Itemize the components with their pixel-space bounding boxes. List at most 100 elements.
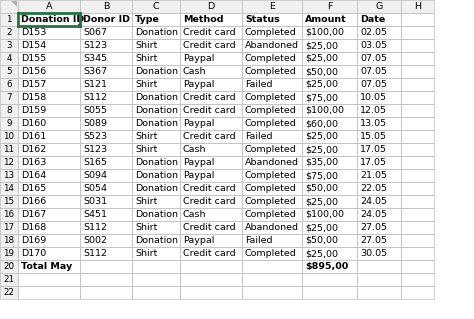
Bar	[18, 156, 80, 169]
Text: $50,00: $50,00	[305, 236, 338, 245]
Text: Donation: Donation	[135, 28, 178, 37]
Bar	[18, 221, 80, 234]
Text: Failed: Failed	[245, 236, 273, 245]
Bar	[132, 169, 180, 182]
Text: Donation: Donation	[135, 67, 178, 76]
Bar	[357, 156, 401, 169]
Bar	[80, 286, 132, 299]
Bar	[180, 156, 242, 169]
Text: 14: 14	[3, 184, 15, 193]
Bar	[18, 39, 80, 52]
Bar	[302, 39, 357, 52]
Bar	[18, 65, 80, 78]
Bar	[401, 260, 434, 273]
Bar	[357, 52, 401, 65]
Text: Cash: Cash	[183, 210, 207, 219]
Text: 4: 4	[6, 54, 12, 63]
Bar	[18, 13, 80, 26]
Bar	[357, 260, 401, 273]
Bar	[242, 273, 302, 286]
Bar	[401, 169, 434, 182]
Text: S094: S094	[83, 171, 107, 180]
Bar	[242, 39, 302, 52]
Text: Status: Status	[245, 15, 280, 24]
Bar	[132, 104, 180, 117]
Text: Paypal: Paypal	[183, 158, 214, 167]
Bar	[132, 286, 180, 299]
Text: E: E	[269, 2, 275, 11]
Bar	[0, 234, 18, 247]
Text: $25,00: $25,00	[305, 132, 338, 141]
Bar	[0, 65, 18, 78]
Text: S089: S089	[83, 119, 107, 128]
Bar	[80, 195, 132, 208]
Bar	[0, 0, 18, 13]
Text: S523: S523	[83, 132, 107, 141]
Bar	[180, 221, 242, 234]
Text: Credit card: Credit card	[183, 249, 236, 258]
Bar	[80, 221, 132, 234]
Text: $75,00: $75,00	[305, 171, 338, 180]
Text: Completed: Completed	[245, 54, 297, 63]
Bar	[242, 65, 302, 78]
Text: S123: S123	[83, 145, 107, 154]
Text: $25,00: $25,00	[305, 54, 338, 63]
Text: G: G	[375, 2, 383, 11]
Text: S112: S112	[83, 93, 107, 102]
Text: $25,00: $25,00	[305, 249, 338, 258]
Text: 17.05: 17.05	[360, 158, 387, 167]
Bar	[357, 182, 401, 195]
Text: S123: S123	[83, 41, 107, 50]
Bar	[132, 65, 180, 78]
Text: 18: 18	[3, 236, 15, 245]
Text: Donation: Donation	[135, 93, 178, 102]
Text: 24.05: 24.05	[360, 197, 387, 206]
Text: S345: S345	[83, 54, 107, 63]
Text: Completed: Completed	[245, 106, 297, 115]
Text: Shirt: Shirt	[135, 54, 157, 63]
Bar	[180, 26, 242, 39]
Bar	[401, 117, 434, 130]
Bar	[302, 26, 357, 39]
Bar	[132, 143, 180, 156]
Bar	[242, 91, 302, 104]
Bar	[242, 13, 302, 26]
Bar	[302, 260, 357, 273]
Bar	[132, 52, 180, 65]
Bar	[242, 260, 302, 273]
Text: Credit card: Credit card	[183, 106, 236, 115]
Bar	[180, 104, 242, 117]
Bar	[242, 208, 302, 221]
Text: S367: S367	[83, 67, 107, 76]
Text: 15.05: 15.05	[360, 132, 387, 141]
Bar	[0, 208, 18, 221]
Bar	[180, 169, 242, 182]
Bar	[357, 247, 401, 260]
Bar	[401, 247, 434, 260]
Bar	[0, 195, 18, 208]
Text: 21: 21	[3, 275, 15, 284]
Bar	[18, 143, 80, 156]
Text: $100,00: $100,00	[305, 210, 344, 219]
Text: 03.05: 03.05	[360, 41, 387, 50]
Bar	[18, 260, 80, 273]
Bar	[401, 39, 434, 52]
Text: Total May: Total May	[21, 262, 72, 271]
Bar	[0, 182, 18, 195]
Text: 9: 9	[6, 119, 12, 128]
Text: D161: D161	[21, 132, 46, 141]
Bar	[132, 130, 180, 143]
Text: Shirt: Shirt	[135, 132, 157, 141]
Bar	[80, 91, 132, 104]
Bar	[242, 130, 302, 143]
Text: Method: Method	[183, 15, 224, 24]
Text: F: F	[327, 2, 332, 11]
Bar	[180, 247, 242, 260]
Bar	[132, 39, 180, 52]
Bar	[302, 143, 357, 156]
Text: S031: S031	[83, 197, 107, 206]
Text: Shirt: Shirt	[135, 80, 157, 89]
Bar	[132, 91, 180, 104]
Bar	[18, 104, 80, 117]
Bar	[302, 286, 357, 299]
